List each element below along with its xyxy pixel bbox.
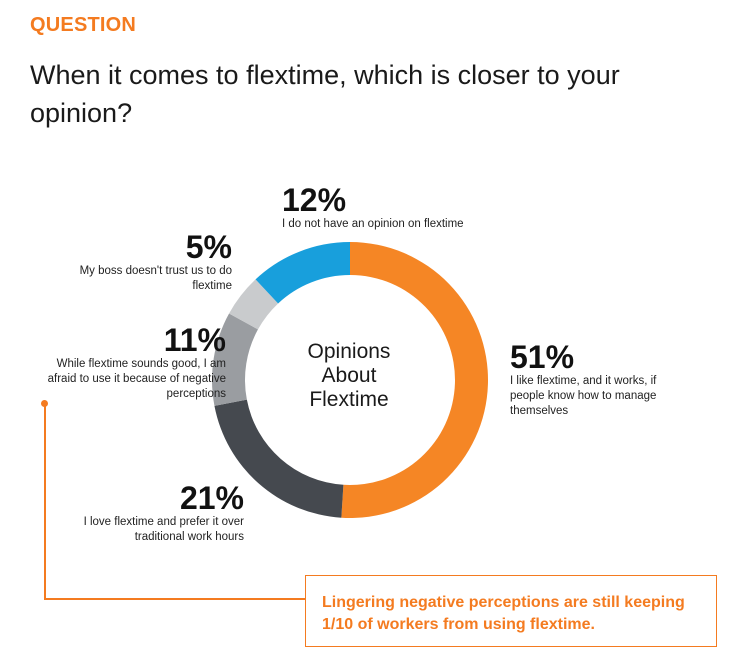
donut-slice-51 [341, 242, 489, 518]
slice-desc: My boss doesn't trust us to do flextime [79, 265, 232, 292]
callout-box: Lingering negative perceptions are still… [305, 575, 717, 647]
donut-slice-12 [255, 242, 350, 304]
donut-slice-5 [229, 279, 279, 330]
slice-desc: I do not have an opinion on flextime [282, 218, 464, 230]
center-title-line-1: Opinions [307, 340, 391, 363]
slice-pct: 5% [185, 229, 232, 265]
slice-pct: 11% [163, 322, 226, 358]
slice-desc: While flextime sounds good, I am afraid … [47, 358, 226, 400]
slice-pct: 51% [510, 339, 575, 375]
callout-connector-vertical [44, 403, 46, 599]
slice-label-21: 21% I love flextime and prefer it over t… [80, 481, 244, 545]
slice-desc: I like flextime, and it works, if people… [510, 375, 657, 417]
callout-text: Lingering negative perceptions are still… [322, 594, 685, 633]
question-label: QUESTION [30, 14, 137, 36]
slice-label-12: 12% I do not have an opinion on flextime [282, 183, 512, 232]
callout-connector-horizontal [44, 598, 306, 600]
slice-label-5: 5% My boss doesn't trust us to do flexti… [60, 230, 232, 294]
slice-pct: 12% [282, 182, 347, 218]
slice-desc: I love flextime and prefer it over tradi… [83, 516, 244, 543]
slice-pct: 21% [179, 480, 244, 516]
donut-slice-21 [214, 399, 344, 518]
slice-label-51: 51% I like flextime, and it works, if pe… [510, 340, 680, 419]
donut-slice-11 [212, 313, 258, 406]
center-title-line-3: Flextime [309, 388, 389, 411]
question-title: When it comes to flextime, which is clos… [30, 60, 620, 128]
center-title-line-2: About [321, 364, 377, 387]
slice-label-11: 11% While flextime sounds good, I am afr… [30, 323, 226, 402]
chart-center-title: Opinions About Flextime [284, 340, 414, 412]
